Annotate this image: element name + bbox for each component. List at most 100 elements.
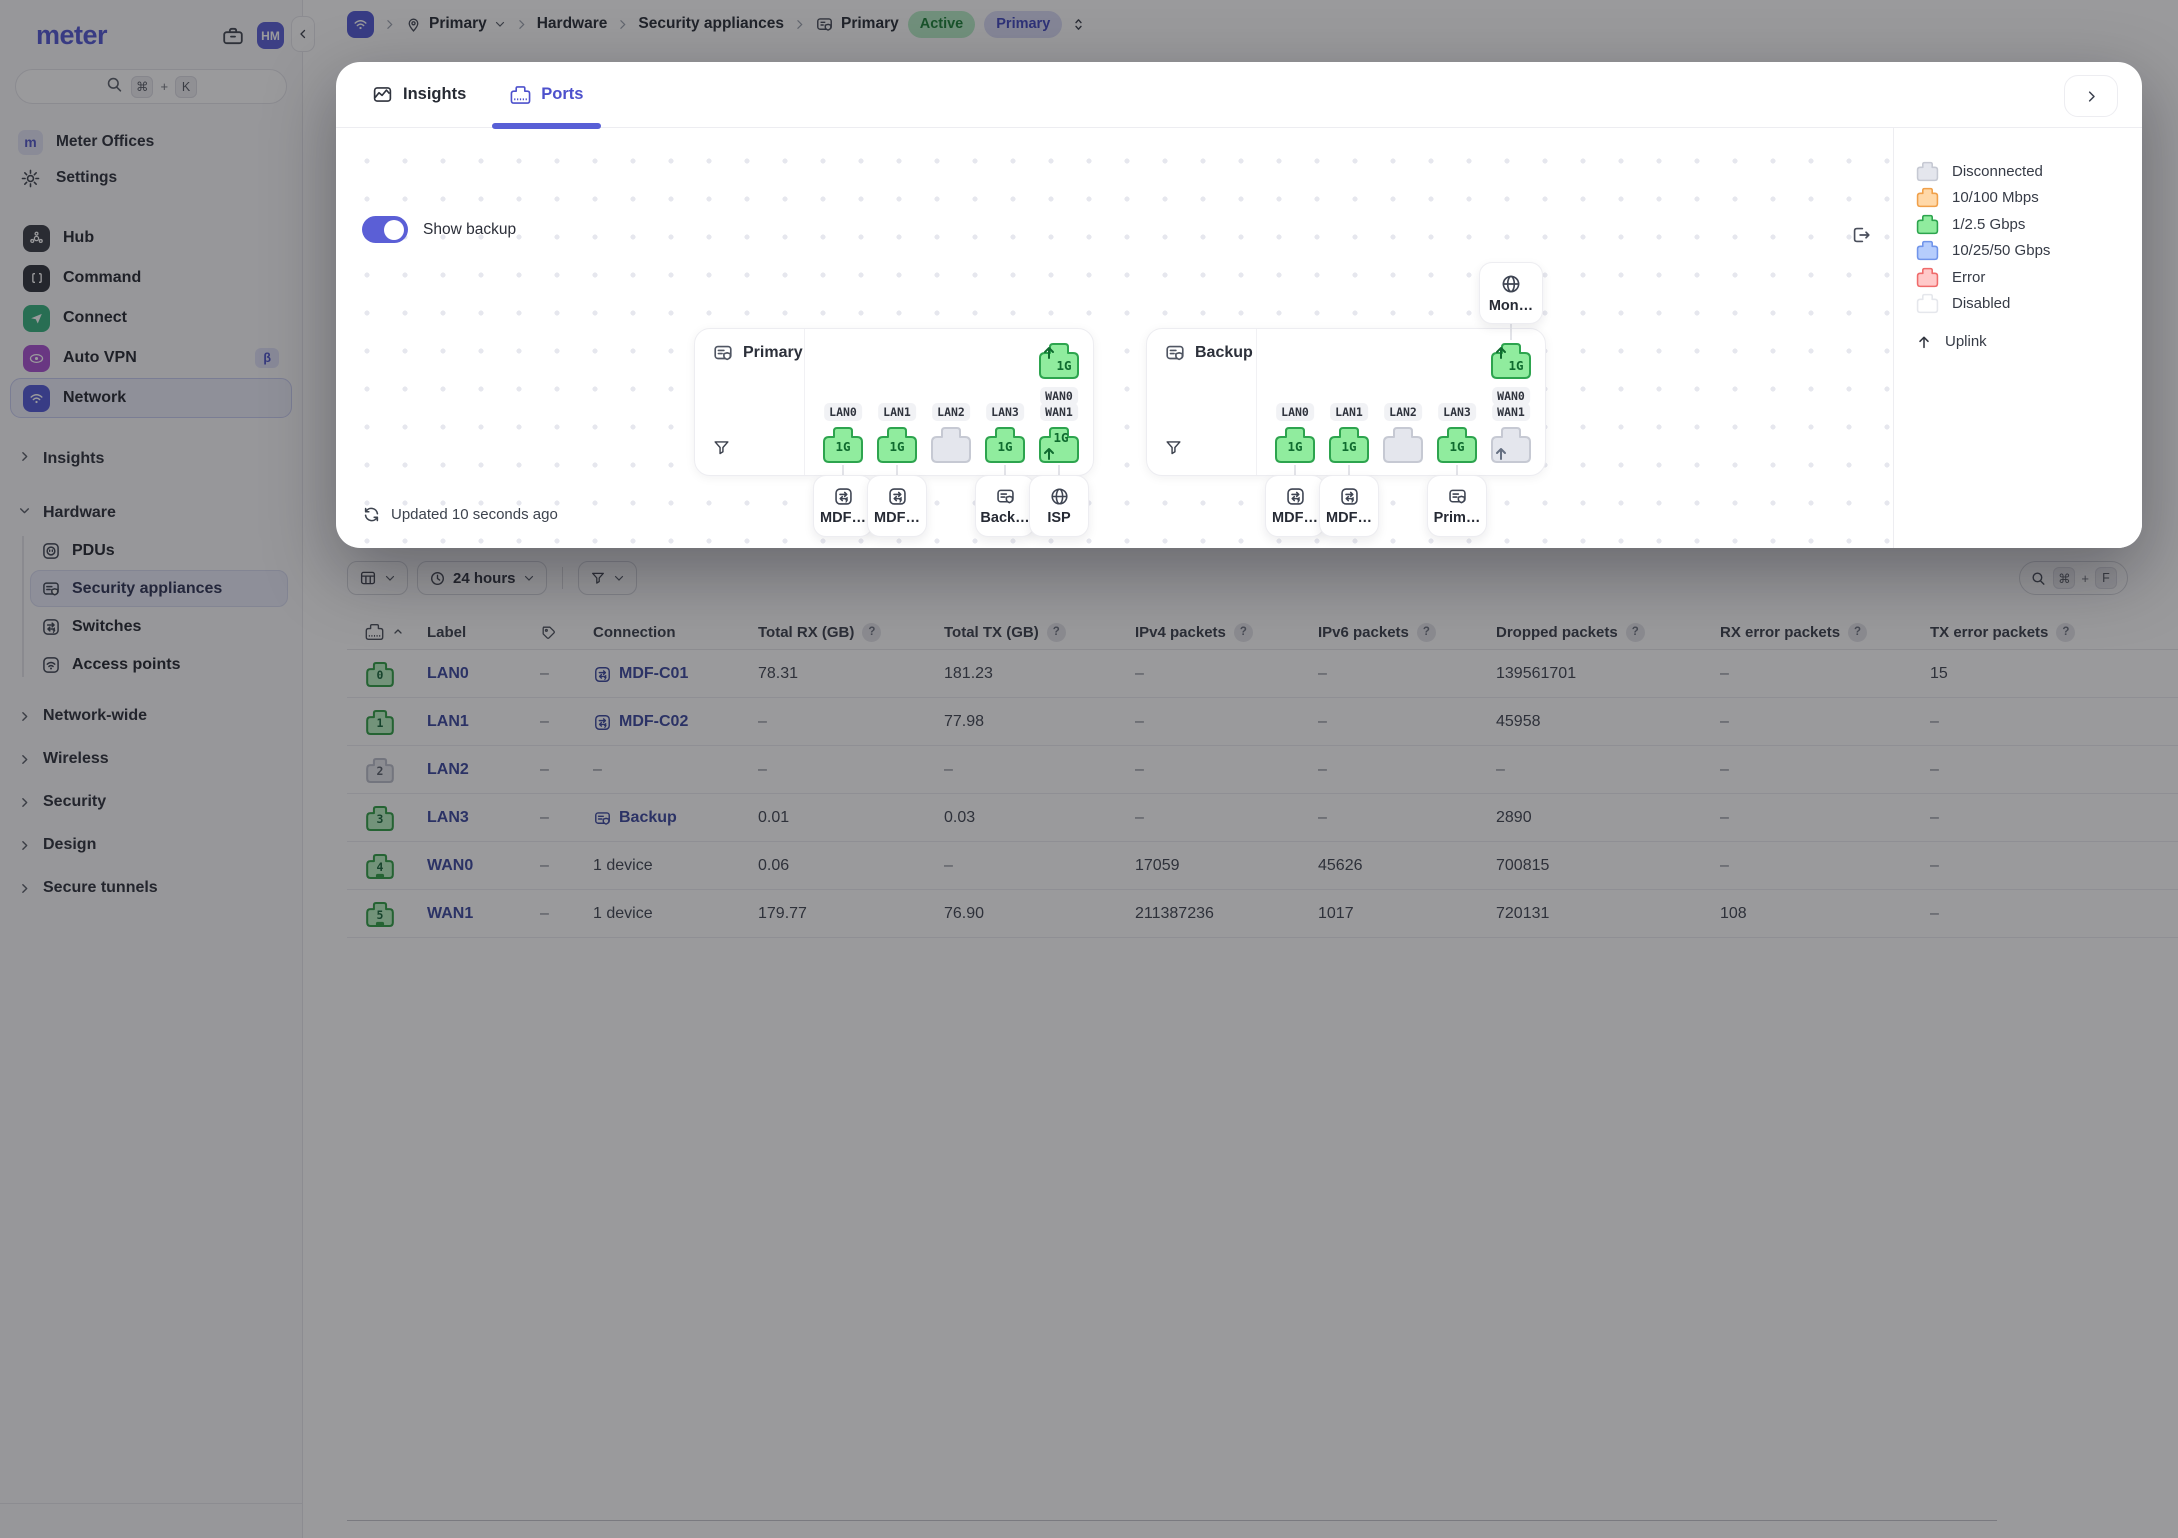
help-icon[interactable]: ? [1625, 622, 1645, 642]
port-wan1[interactable] [1489, 425, 1533, 465]
column-sort-port[interactable] [365, 616, 404, 648]
port-lan1[interactable]: 1G [875, 425, 919, 465]
connection-link[interactable]: Backup [593, 809, 677, 828]
sidebar-section-secure-tunnels[interactable]: Secure tunnels [0, 873, 302, 903]
column-tag[interactable] [540, 616, 557, 648]
view-selector-button[interactable] [347, 561, 408, 595]
help-icon[interactable]: ? [1233, 622, 1253, 642]
filter-icon[interactable] [1164, 438, 1183, 462]
help-icon[interactable]: ? [1848, 622, 1868, 642]
value-cell: – [1496, 761, 1505, 778]
filter-button[interactable] [577, 561, 637, 595]
sidebar-item-security-appliances[interactable]: Security appliances [30, 570, 288, 607]
sidebar-item-network[interactable]: Network [10, 378, 292, 418]
port-label-link[interactable]: LAN3 [427, 809, 469, 826]
sidebar-section-insights[interactable]: Insights [0, 444, 302, 474]
connection-link[interactable]: MDF-C02 [593, 713, 688, 732]
sidebar-item-hub[interactable]: Hub [10, 218, 292, 258]
connected-device-isp[interactable]: ISP [1029, 475, 1089, 537]
sidebar-section-network-wide[interactable]: Network-wide [0, 701, 302, 731]
sidebar-section-wireless[interactable]: Wireless [0, 744, 302, 774]
export-icon[interactable] [1846, 220, 1876, 250]
connected-device-prim[interactable]: Prim… [1427, 475, 1487, 537]
switch-icon [593, 665, 612, 684]
connection-link[interactable]: MDF-C01 [593, 665, 688, 684]
connected-device-mdf[interactable]: MDF… [1319, 475, 1379, 537]
user-avatar[interactable]: HM [257, 22, 284, 49]
column-dropped-packets[interactable]: Dropped packets? [1496, 616, 1645, 648]
sidebar-section-design[interactable]: Design [0, 830, 302, 860]
switch-icon [595, 666, 610, 682]
port-lan1[interactable]: 1G [1327, 425, 1371, 465]
port-legend: Disconnected 10/100 Mbps 1/2.5 Gbps 10/25/5… [1893, 128, 2142, 548]
help-icon[interactable]: ? [1046, 622, 1066, 642]
table-search-button[interactable]: ⌘ + F [2019, 561, 2128, 595]
connected-device-mon[interactable]: Mon… [1479, 262, 1543, 324]
port-wan1[interactable]: 1G [1037, 425, 1081, 465]
sort-updown-icon[interactable] [1071, 17, 1086, 32]
help-icon[interactable]: ? [862, 622, 882, 642]
port-label-link[interactable]: WAN0 [427, 857, 474, 874]
port-label-link[interactable]: LAN1 [427, 713, 469, 730]
connected-device-mdf[interactable]: MDF… [867, 475, 927, 537]
appliance-icon [1448, 489, 1466, 504]
connected-device-back[interactable]: Back… [975, 475, 1035, 537]
column-label[interactable]: Label [427, 616, 466, 648]
network-app-icon[interactable] [347, 10, 374, 38]
column-tx-error-packets[interactable]: TX error packets? [1930, 616, 2076, 648]
toolbox-icon[interactable] [219, 22, 247, 50]
column-total-tx-gb[interactable]: Total TX (GB)? [944, 616, 1066, 648]
column-label: Dropped packets [1496, 623, 1618, 641]
value-cell: 17059 [1135, 857, 1180, 874]
sidebar-item-command[interactable]: Command [10, 258, 292, 298]
column-connection[interactable]: Connection [593, 616, 676, 648]
time-range-label: 24 hours [453, 569, 516, 587]
value-cell: 1017 [1318, 905, 1354, 922]
sidebar-item-settings[interactable]: Settings [0, 162, 302, 194]
svg-text:1G: 1G [1508, 358, 1523, 373]
time-range-button[interactable]: 24 hours [417, 561, 547, 595]
tab-insights[interactable]: Insights [372, 62, 466, 128]
column-ipv4-packets[interactable]: IPv4 packets? [1135, 616, 1253, 648]
sidebar-item-meter-offices[interactable]: m Meter Offices [0, 126, 302, 158]
show-backup-toggle[interactable] [362, 216, 408, 243]
column-ipv6-packets[interactable]: IPv6 packets? [1318, 616, 1436, 648]
port-label-link[interactable]: LAN0 [427, 665, 469, 682]
panel-next-button[interactable] [2064, 75, 2118, 117]
help-icon[interactable]: ? [2056, 622, 2076, 642]
breadcrumb-site[interactable]: Primary [405, 15, 506, 33]
breadcrumb-separator [515, 18, 528, 31]
tag-cell: – [540, 761, 549, 778]
port-label-link[interactable]: LAN2 [427, 761, 469, 778]
port-lan3[interactable]: 1G [1435, 425, 1479, 465]
sidebar-search-input[interactable]: ⌘ + K [15, 69, 287, 104]
sidebar-item-auto-vpn[interactable]: Auto VPN β [10, 338, 292, 378]
port-lan0[interactable]: 1G [821, 425, 865, 465]
sidebar-item-connect[interactable]: Connect [10, 298, 292, 338]
breadcrumb-hardware[interactable]: Hardware [536, 15, 608, 32]
sidebar-section-hardware[interactable]: Hardware [0, 498, 302, 528]
sidebar-section-security[interactable]: Security [0, 787, 302, 817]
connected-device-mdf[interactable]: MDF… [813, 475, 873, 537]
sidebar-collapse-button[interactable] [291, 16, 315, 52]
column-rx-error-packets[interactable]: RX error packets? [1720, 616, 1868, 648]
filter-icon[interactable] [712, 438, 731, 462]
port-lan2[interactable] [929, 425, 973, 465]
tab-ports[interactable]: Ports [492, 62, 602, 129]
sidebar-footer-divider [0, 1503, 302, 1504]
sidebar-item-switches[interactable]: Switches [30, 608, 288, 645]
breadcrumb-device[interactable]: Primary [815, 15, 899, 34]
column-total-rx-gb[interactable]: Total RX (GB)? [758, 616, 882, 648]
breadcrumb-security-appliances[interactable]: Security appliances [638, 15, 784, 32]
sidebar-item-access-points[interactable]: Access points [30, 646, 288, 683]
sidebar-item-pdus[interactable]: PDUs [30, 532, 288, 569]
port-wan0[interactable]: 1G [1489, 341, 1533, 381]
value-cell: – [1930, 809, 1939, 826]
port-lan3[interactable]: 1G [983, 425, 1027, 465]
help-icon[interactable]: ? [1416, 622, 1436, 642]
port-label-link[interactable]: WAN1 [427, 905, 474, 922]
connected-device-mdf[interactable]: MDF… [1265, 475, 1325, 537]
port-lan2[interactable] [1381, 425, 1425, 465]
port-wan0[interactable]: 1G [1037, 341, 1081, 381]
port-lan0[interactable]: 1G [1273, 425, 1317, 465]
